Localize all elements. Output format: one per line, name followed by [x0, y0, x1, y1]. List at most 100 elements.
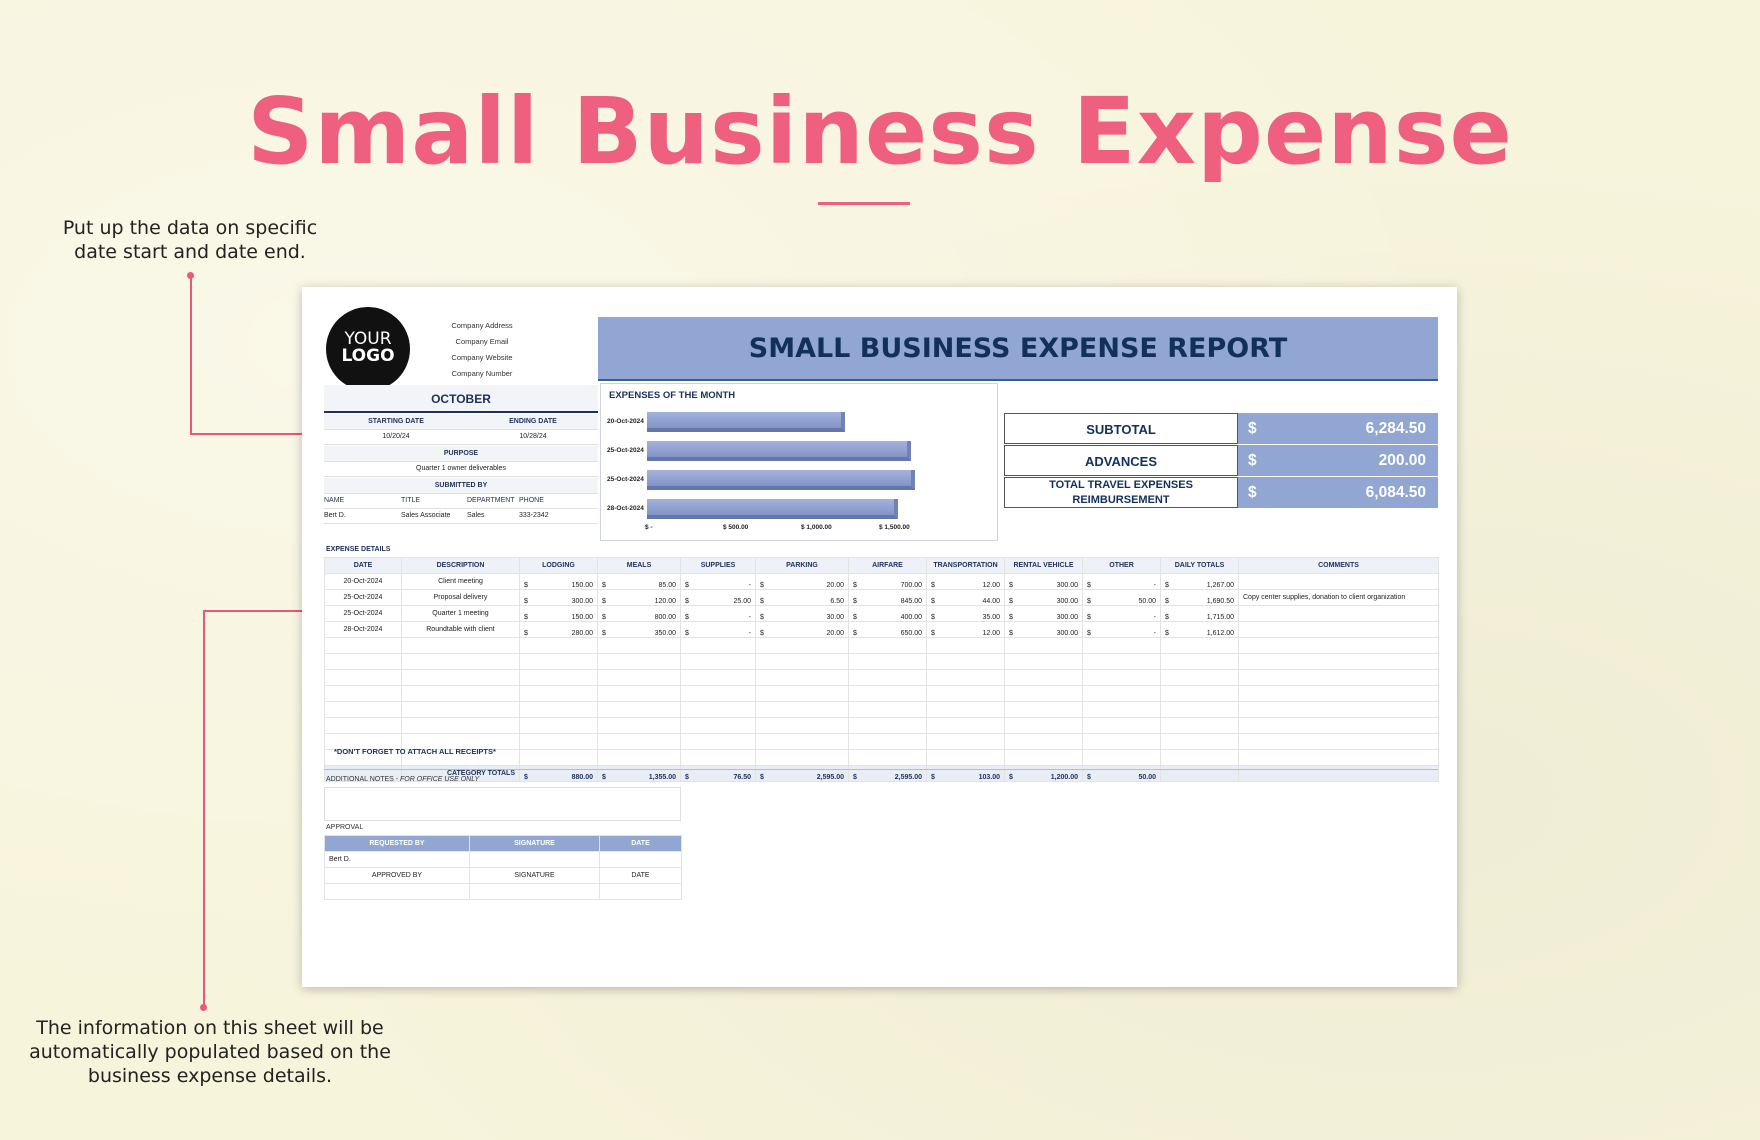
expense-amount[interactable]: $300.00 — [1004, 573, 1083, 590]
requested-signature-field[interactable] — [469, 851, 600, 868]
expense-comments[interactable] — [1238, 733, 1439, 750]
purpose-value[interactable]: Quarter 1 owner deliverables — [324, 461, 598, 477]
expense-amount[interactable]: $300.00 — [1004, 605, 1083, 622]
expense-description[interactable]: Proposal delivery — [401, 589, 520, 606]
expense-amount[interactable]: $700.00 — [848, 573, 927, 590]
expense-description[interactable] — [401, 669, 520, 686]
expense-amount[interactable] — [1160, 717, 1239, 734]
expense-amount[interactable] — [597, 733, 681, 750]
approved-by-field[interactable] — [324, 883, 470, 900]
expense-amount[interactable] — [519, 717, 598, 734]
expense-amount[interactable]: $1,267.00 — [1160, 573, 1239, 590]
expense-date[interactable]: 20-Oct-2024 — [324, 573, 402, 590]
expense-amount[interactable]: $ - — [1082, 621, 1161, 638]
expense-amount[interactable] — [755, 733, 849, 750]
expense-amount[interactable] — [848, 733, 927, 750]
expense-amount[interactable] — [597, 685, 681, 702]
expense-amount[interactable]: $25.00 — [680, 589, 756, 606]
expense-date[interactable]: 25-Oct-2024 — [324, 589, 402, 606]
expense-amount[interactable]: $280.00 — [519, 621, 598, 638]
expense-date[interactable] — [324, 669, 402, 686]
expense-amount[interactable] — [519, 749, 598, 766]
expense-amount[interactable] — [519, 685, 598, 702]
expense-amount[interactable] — [1082, 669, 1161, 686]
expense-amount[interactable] — [519, 653, 598, 670]
expense-amount[interactable]: $35.00 — [926, 605, 1005, 622]
expense-amount[interactable] — [680, 653, 756, 670]
expense-amount[interactable]: $300.00 — [1004, 621, 1083, 638]
approved-date-field[interactable] — [599, 883, 682, 900]
expense-amount[interactable]: $1,690.50 — [1160, 589, 1239, 606]
expense-amount[interactable]: $20.00 — [755, 621, 849, 638]
expense-comments[interactable] — [1238, 717, 1439, 734]
expense-amount[interactable]: $650.00 — [848, 621, 927, 638]
expense-amount[interactable] — [755, 701, 849, 718]
expense-amount[interactable] — [926, 733, 1005, 750]
expense-amount[interactable] — [848, 637, 927, 654]
expense-amount[interactable] — [680, 717, 756, 734]
expense-date[interactable] — [324, 653, 402, 670]
requested-date-field[interactable] — [599, 851, 682, 868]
expense-amount[interactable]: $150.00 — [519, 573, 598, 590]
expense-amount[interactable] — [1160, 701, 1239, 718]
expense-description[interactable]: Client meeting — [401, 573, 520, 590]
expense-amount[interactable] — [519, 637, 598, 654]
expense-amount[interactable] — [597, 749, 681, 766]
expense-description[interactable] — [401, 653, 520, 670]
expense-amount[interactable] — [1160, 733, 1239, 750]
expense-amount[interactable] — [848, 749, 927, 766]
expense-date[interactable]: 28-Oct-2024 — [324, 621, 402, 638]
expense-amount[interactable] — [848, 669, 927, 686]
expense-amount[interactable] — [597, 653, 681, 670]
expense-comments[interactable] — [1238, 653, 1439, 670]
requested-by-value[interactable]: Bert D. — [324, 851, 470, 868]
expense-amount[interactable] — [597, 669, 681, 686]
expense-amount[interactable]: $85.00 — [597, 573, 681, 590]
expense-amount[interactable]: $350.00 — [597, 621, 681, 638]
expense-description[interactable]: Roundtable with client — [401, 621, 520, 638]
expense-amount[interactable] — [1160, 653, 1239, 670]
expense-amount[interactable] — [1004, 749, 1083, 766]
expense-amount[interactable] — [926, 701, 1005, 718]
expense-amount[interactable] — [1004, 733, 1083, 750]
expense-amount[interactable] — [519, 669, 598, 686]
expense-amount[interactable]: $ - — [680, 605, 756, 622]
expense-amount[interactable]: $20.00 — [755, 573, 849, 590]
expense-amount[interactable] — [597, 637, 681, 654]
submitted-department[interactable]: Sales — [467, 508, 519, 524]
expense-date[interactable] — [324, 701, 402, 718]
submitted-name[interactable]: Bert D. — [324, 508, 401, 524]
expense-amount[interactable] — [1004, 653, 1083, 670]
expense-amount[interactable]: $ - — [680, 621, 756, 638]
ending-date-value[interactable]: 10/28/24 — [468, 429, 598, 445]
expense-description[interactable] — [401, 637, 520, 654]
expense-comments[interactable] — [1238, 605, 1439, 622]
submitted-title[interactable]: Sales Associate — [401, 508, 467, 524]
expense-comments[interactable] — [1238, 749, 1439, 766]
approved-signature-field[interactable] — [469, 883, 600, 900]
expense-amount[interactable]: $30.00 — [755, 605, 849, 622]
expense-amount[interactable] — [1004, 669, 1083, 686]
expense-amount[interactable] — [680, 701, 756, 718]
expense-amount[interactable] — [1160, 669, 1239, 686]
expense-description[interactable] — [401, 701, 520, 718]
expense-amount[interactable]: $44.00 — [926, 589, 1005, 606]
expense-amount[interactable] — [1082, 701, 1161, 718]
expense-description[interactable] — [401, 717, 520, 734]
expense-amount[interactable] — [755, 669, 849, 686]
expense-amount[interactable] — [680, 685, 756, 702]
expense-amount[interactable] — [519, 701, 598, 718]
expense-amount[interactable] — [1082, 717, 1161, 734]
expense-amount[interactable] — [1004, 637, 1083, 654]
expense-comments[interactable] — [1238, 573, 1439, 590]
expense-comments[interactable] — [1238, 701, 1439, 718]
expense-amount[interactable] — [926, 669, 1005, 686]
expense-amount[interactable]: $6.50 — [755, 589, 849, 606]
expense-amount[interactable] — [1082, 653, 1161, 670]
expense-amount[interactable] — [755, 749, 849, 766]
expense-amount[interactable]: $400.00 — [848, 605, 927, 622]
expense-comments[interactable] — [1238, 637, 1439, 654]
expense-amount[interactable] — [680, 749, 756, 766]
expense-amount[interactable] — [755, 653, 849, 670]
expense-amount[interactable] — [926, 685, 1005, 702]
